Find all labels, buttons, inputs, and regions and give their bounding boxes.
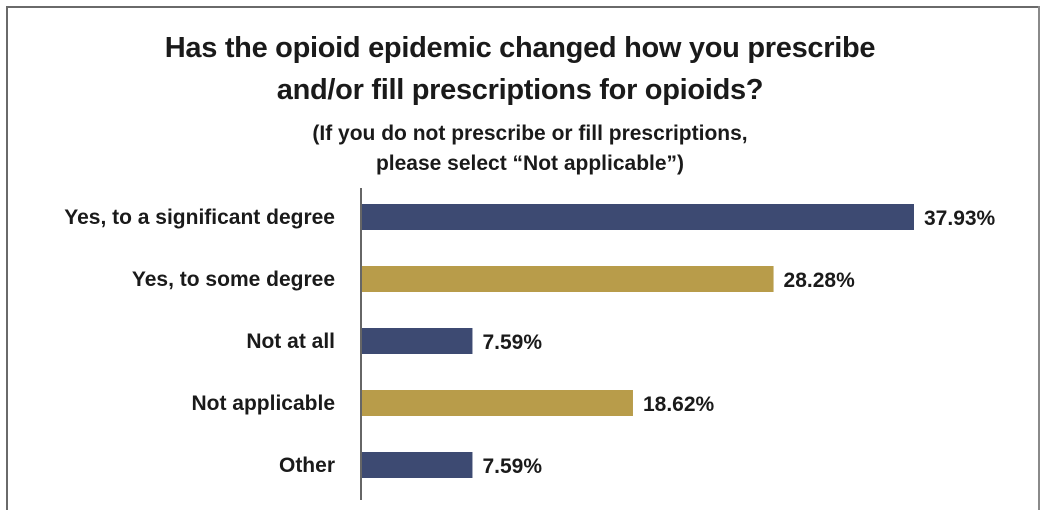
bar bbox=[362, 204, 914, 230]
category-label: Not at all bbox=[246, 330, 335, 353]
category-label: Other bbox=[279, 454, 335, 477]
bar bbox=[362, 390, 633, 416]
data-label: 37.93% bbox=[924, 207, 996, 230]
chart-subtitle-line-2: please select “Not applicable”) bbox=[375, 152, 685, 175]
data-label: 7.59% bbox=[482, 455, 542, 478]
category-label: Not applicable bbox=[191, 392, 335, 415]
chart-title-line-2: and/or fill prescriptions for opioids? bbox=[276, 74, 764, 106]
bar bbox=[362, 328, 473, 354]
bar bbox=[362, 266, 774, 292]
chart-subtitle-line-1: (If you do not prescribe or fill prescri… bbox=[312, 122, 748, 145]
bar bbox=[362, 452, 473, 478]
frame-border-top bbox=[6, 6, 1038, 8]
data-label: 28.28% bbox=[784, 269, 856, 292]
category-label: Yes, to a significant degree bbox=[64, 206, 335, 229]
frame-border-left bbox=[6, 6, 8, 510]
category-label: Yes, to some degree bbox=[132, 268, 335, 291]
data-label: 7.59% bbox=[482, 331, 542, 354]
frame-border-right bbox=[1038, 6, 1040, 510]
data-label: 18.62% bbox=[643, 393, 715, 416]
chart-title-line-1: Has the opioid epidemic changed how you … bbox=[164, 32, 876, 64]
